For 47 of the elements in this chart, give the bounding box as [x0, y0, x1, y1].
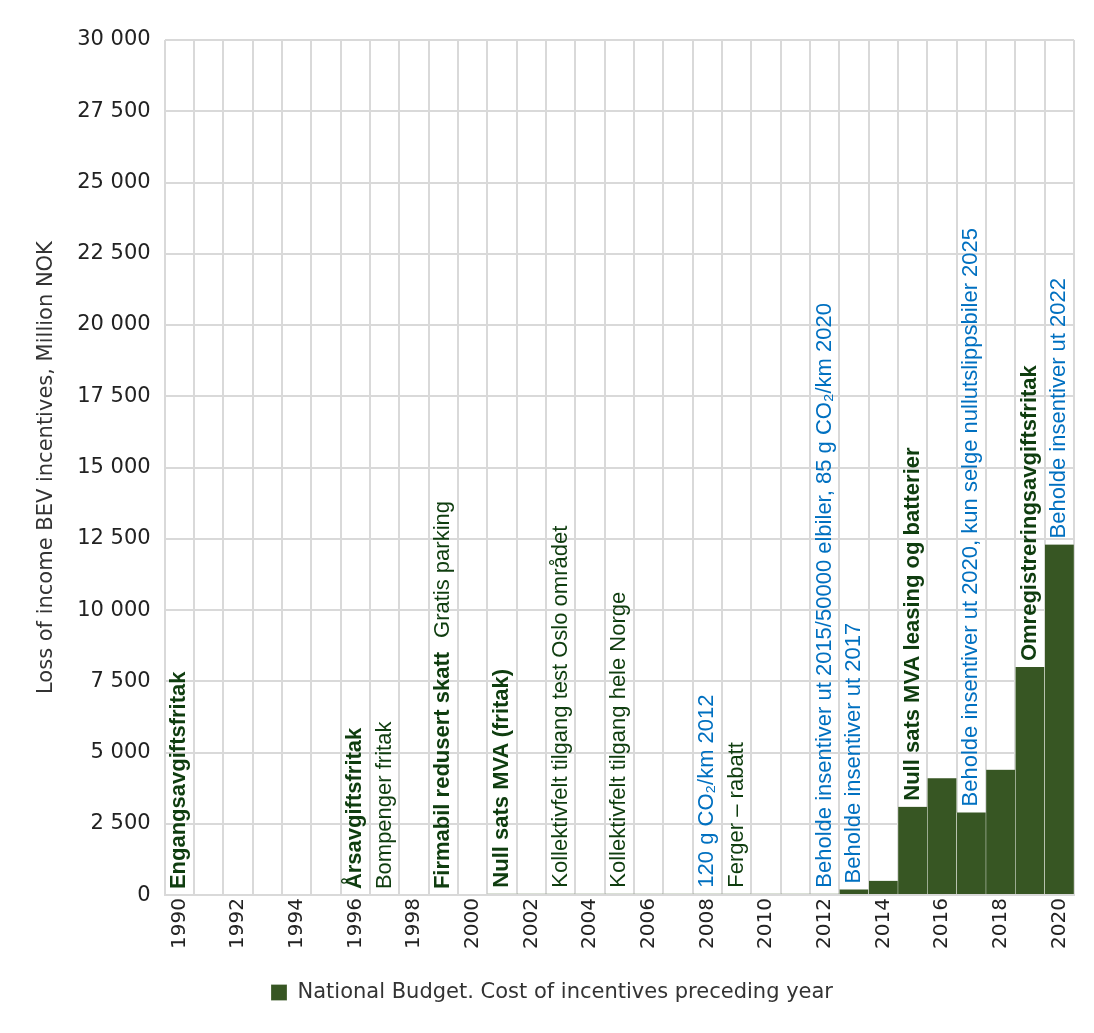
- annotation: 120 g CO₂/km 2012: [693, 694, 719, 888]
- annotation: Kollektivfelt tilgang hele Norge: [605, 591, 631, 888]
- y-tick-label: 17 500: [77, 382, 151, 407]
- x-tick-label: 1990: [165, 898, 190, 950]
- x-tick-label: 1992: [224, 898, 249, 950]
- y-axis-title: Loss of income BEV incentives, Million NOK: [33, 239, 58, 694]
- annotation: Ferger – rabatt: [722, 742, 748, 888]
- annotation: Bompenger fritak: [370, 720, 396, 890]
- y-tick-label: 12 500: [77, 525, 151, 550]
- x-tick-label: 2016: [928, 898, 953, 950]
- y-tick-label: 10 000: [77, 596, 151, 621]
- x-tick-label: 1994: [282, 898, 307, 950]
- x-tick-label: 2018: [986, 898, 1011, 950]
- annotation: Null sats MVA (fritak): [488, 668, 514, 888]
- annotation: Null sats MVA leasing og batterier: [898, 447, 924, 801]
- x-tick-label: 2010: [752, 898, 777, 950]
- y-tick-label: 30 000: [77, 26, 151, 51]
- annotation: Årsavgiftsfritak: [340, 726, 367, 890]
- y-tick-label: 27 500: [77, 97, 151, 122]
- annotation: Gratis parking: [429, 500, 455, 638]
- x-tick-label: 1998: [400, 898, 425, 950]
- x-tick-label: 1996: [341, 898, 366, 950]
- x-tick-label: 2014: [869, 898, 894, 950]
- y-tick-label: 25 000: [77, 168, 151, 193]
- annotation: Beholde insentiver ut 2020, kun selge nullutslippsbiler 2025: [957, 227, 983, 807]
- x-tick-label: 2008: [693, 898, 718, 950]
- x-tick-label: 2012: [810, 898, 835, 950]
- y-tick-label: 20 000: [77, 311, 151, 336]
- x-tick-label: 2000: [458, 898, 483, 950]
- x-tick-label: 2002: [517, 898, 542, 950]
- y-tick-label: 7 500: [90, 667, 151, 692]
- y-tick-label: 22 500: [77, 240, 151, 265]
- y-tick-label: 2 500: [90, 810, 151, 835]
- annotation: Engangsavgiftsfritak: [165, 670, 191, 890]
- y-tick-label: 15 000: [77, 454, 151, 478]
- x-tick-label: 2004: [576, 898, 601, 950]
- y-tick-label: 5 000: [90, 739, 151, 764]
- annotation: Kollektivfelt tilgang test Oslo området: [546, 525, 572, 888]
- annotation: Beholde insentiver ut 2022: [1045, 277, 1071, 539]
- annotation: Beholde insentiver ut 2015/50000 elbiler, 85 g CO₂/km 2020: [810, 303, 836, 888]
- y-tick-label: 0: [137, 881, 151, 906]
- annotation: Omregistreringsavgiftsfritak: [1016, 364, 1042, 662]
- annotation: Firmabil redusert skatt: [429, 651, 455, 890]
- x-tick-label: 2020: [1045, 898, 1070, 950]
- annotation: Beholde insentiver ut 2017: [840, 622, 866, 884]
- legend-label: National Budget. Cost of incentives preceding year: [297, 978, 834, 1003]
- x-tick-label: 2006: [634, 898, 659, 950]
